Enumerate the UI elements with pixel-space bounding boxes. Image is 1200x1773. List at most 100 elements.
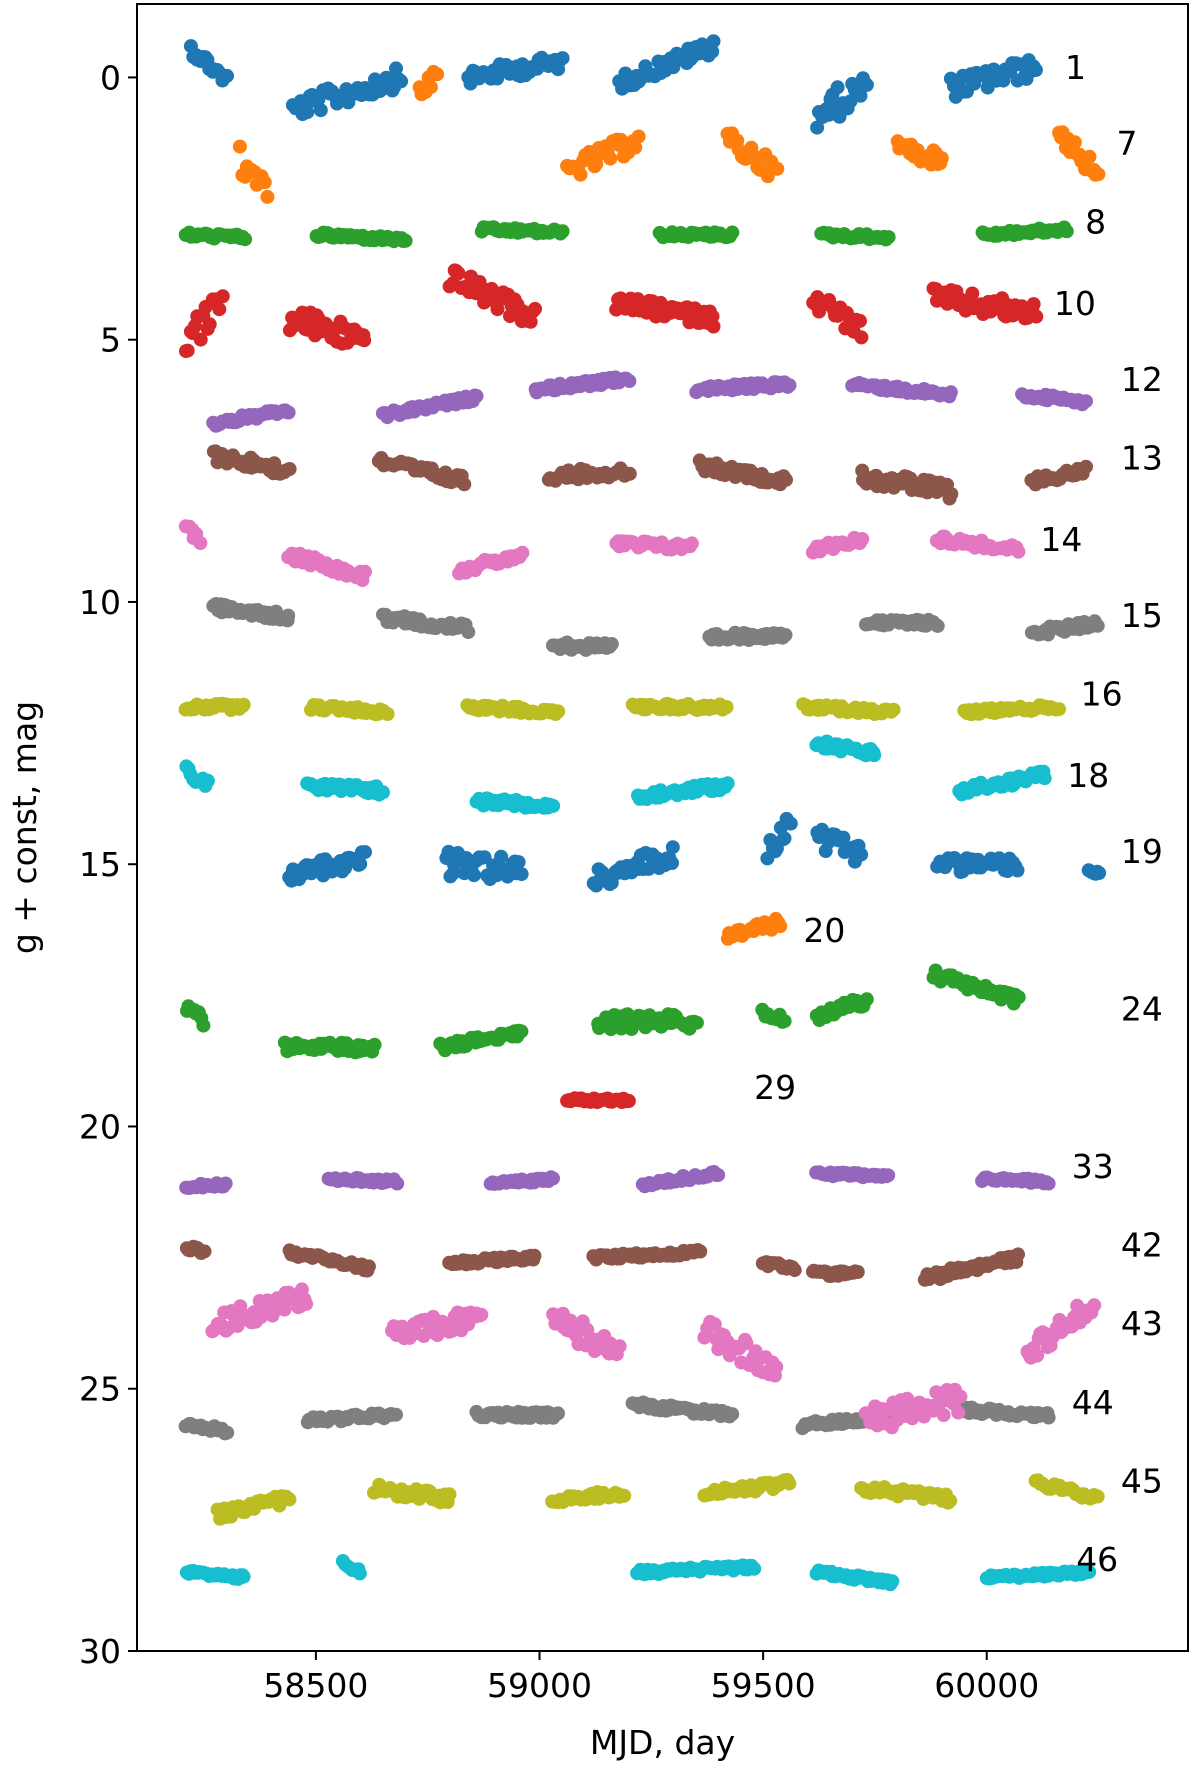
- data-point: [881, 1168, 896, 1183]
- data-point: [665, 840, 680, 855]
- data-point: [1029, 309, 1044, 324]
- data-point: [628, 140, 643, 155]
- series-8-points: [178, 220, 1074, 249]
- series-label: 1: [1065, 48, 1086, 87]
- data-point: [936, 1408, 951, 1422]
- data-point: [1090, 618, 1105, 633]
- series-7-points: [232, 64, 1106, 204]
- data-point: [739, 1336, 754, 1351]
- data-point: [469, 389, 484, 403]
- data-point: [1082, 149, 1097, 164]
- data-point: [783, 816, 798, 831]
- data-point: [573, 167, 588, 182]
- data-point: [490, 302, 505, 317]
- series-label: 14: [1040, 520, 1082, 559]
- series-label: 42: [1121, 1225, 1163, 1264]
- data-point: [430, 67, 445, 82]
- data-point: [787, 1263, 802, 1278]
- data-point: [1011, 990, 1026, 1005]
- x-tick-label: 60000: [934, 1666, 1039, 1705]
- series-label: 19: [1121, 832, 1163, 871]
- data-point: [953, 1389, 968, 1404]
- data-point: [778, 628, 793, 642]
- data-points-layer: [178, 34, 1107, 1592]
- series-label: 24: [1121, 989, 1163, 1028]
- series-10-points: [179, 263, 1044, 359]
- series-13-points: [206, 444, 1093, 506]
- data-point: [236, 697, 251, 712]
- data-point: [773, 919, 788, 934]
- data-point: [705, 44, 720, 59]
- data-point: [614, 132, 628, 147]
- series-42-points: [179, 1239, 1025, 1287]
- series-label: 33: [1072, 1147, 1114, 1186]
- data-point: [706, 34, 721, 49]
- data-point: [821, 107, 836, 122]
- data-point: [220, 1425, 235, 1440]
- data-point: [1067, 135, 1082, 150]
- series-20-points: [720, 911, 788, 946]
- data-point: [603, 151, 618, 166]
- data-point: [212, 302, 227, 317]
- y-tick-label: 25: [79, 1370, 121, 1409]
- data-point: [725, 1407, 740, 1422]
- data-point: [641, 861, 656, 876]
- data-point: [779, 472, 793, 487]
- data-point: [197, 1244, 212, 1259]
- y-tick-label: 0: [100, 58, 121, 97]
- data-point: [622, 466, 637, 481]
- data-point: [218, 1176, 233, 1191]
- series-33-points: [179, 1165, 1056, 1195]
- data-point: [546, 1171, 560, 1186]
- series-label: 44: [1072, 1383, 1114, 1422]
- data-point: [810, 120, 825, 135]
- series-1-points: [183, 34, 1043, 135]
- data-point: [220, 68, 234, 83]
- series-label: 13: [1121, 439, 1163, 478]
- data-point: [853, 313, 867, 328]
- data-point: [514, 1024, 529, 1039]
- data-point: [528, 301, 542, 316]
- series-label: 7: [1116, 124, 1137, 163]
- data-point: [859, 77, 874, 92]
- data-point: [257, 175, 272, 190]
- data-point: [230, 1318, 245, 1333]
- data-point: [622, 374, 637, 389]
- data-point: [353, 857, 368, 871]
- data-point: [589, 156, 604, 171]
- data-point: [665, 856, 679, 870]
- data-point: [527, 1248, 542, 1263]
- series-24-points: [180, 963, 1026, 1060]
- series-16-points: [178, 696, 1066, 722]
- data-point: [705, 309, 720, 324]
- data-point: [281, 405, 296, 420]
- series-label: 12: [1121, 360, 1163, 399]
- data-point: [1028, 63, 1043, 77]
- data-point: [555, 224, 570, 239]
- series-label: 46: [1076, 1540, 1118, 1579]
- data-point: [380, 707, 395, 721]
- series-12-points: [206, 370, 1093, 433]
- data-point: [196, 1018, 211, 1033]
- data-point: [193, 536, 208, 551]
- data-point: [546, 798, 561, 813]
- data-point: [943, 385, 958, 400]
- y-axis-label: g + const, mag: [5, 701, 44, 954]
- data-point: [1011, 1247, 1025, 1262]
- series-label: 8: [1085, 203, 1106, 242]
- data-point: [423, 80, 438, 95]
- data-point: [859, 992, 874, 1007]
- data-point: [474, 1307, 489, 1322]
- data-point: [193, 332, 208, 347]
- data-point: [1079, 394, 1093, 409]
- y-tick-label: 20: [79, 1107, 121, 1146]
- data-point: [1087, 1298, 1102, 1313]
- data-point: [389, 1407, 403, 1422]
- data-point: [1079, 459, 1093, 474]
- data-point: [352, 1566, 367, 1581]
- data-point: [854, 330, 869, 345]
- data-point: [867, 748, 882, 763]
- data-point: [684, 536, 699, 551]
